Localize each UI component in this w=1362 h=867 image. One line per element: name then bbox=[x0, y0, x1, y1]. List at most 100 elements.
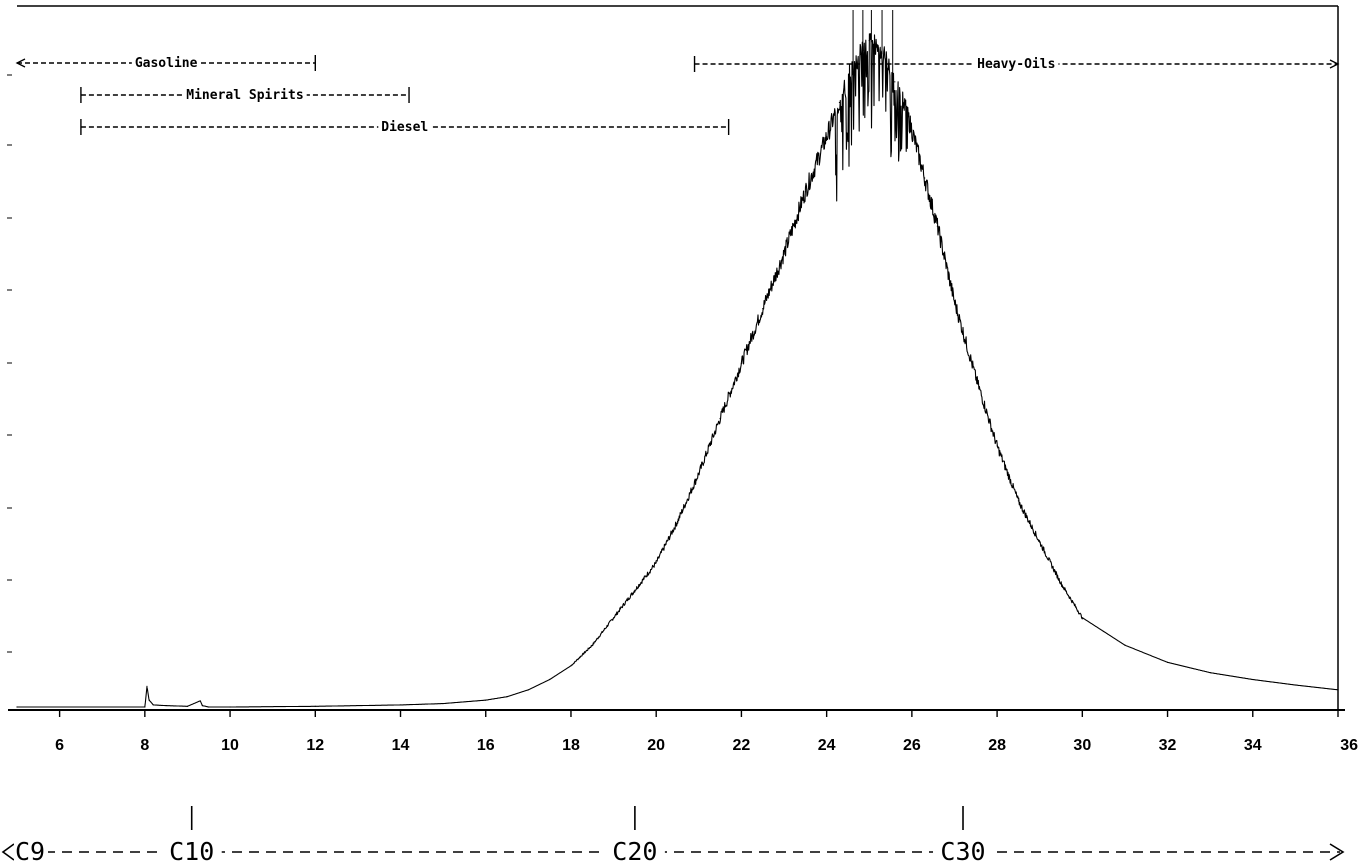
data-point bbox=[924, 177, 926, 179]
carbon-label: C9 bbox=[15, 837, 45, 866]
range-label: Heavy-Oils bbox=[977, 57, 1055, 72]
data-point bbox=[804, 191, 806, 193]
range-arrow-right bbox=[1329, 59, 1340, 69]
range-label: Diesel bbox=[381, 120, 428, 135]
data-point bbox=[911, 129, 913, 131]
data-point bbox=[953, 301, 956, 303]
data-point bbox=[442, 702, 444, 705]
range-label: Gasoline bbox=[135, 56, 198, 71]
data-point bbox=[634, 589, 636, 591]
x-tick-label: 26 bbox=[903, 737, 921, 754]
data-point bbox=[719, 417, 721, 420]
carbon-arrow-left bbox=[1, 843, 15, 861]
carbon-marker-c9: C9 bbox=[1, 836, 48, 866]
data-point bbox=[506, 696, 508, 698]
x-tick-label: 28 bbox=[988, 737, 1006, 754]
range-label-bg bbox=[183, 86, 307, 102]
x-tick-label: 6 bbox=[55, 737, 64, 754]
carbon-marker-c20: C20 bbox=[604, 806, 665, 866]
data-point bbox=[1252, 678, 1254, 681]
carbon-label: C10 bbox=[169, 837, 214, 866]
range-gasoline: Gasoline bbox=[15, 54, 316, 71]
x-tick-label: 16 bbox=[477, 737, 495, 754]
x-axis: 6 8 10 12 14 16 18 20 22 24 26 28 30 32 34 36 bbox=[55, 710, 1358, 754]
range-arrow-left bbox=[15, 58, 26, 68]
data-point bbox=[148, 699, 150, 701]
data-point bbox=[1124, 644, 1126, 646]
data-point bbox=[16, 706, 18, 708]
data-point bbox=[1209, 672, 1211, 674]
data-point bbox=[146, 685, 148, 687]
x-tick-label: 30 bbox=[1073, 737, 1091, 754]
data-point bbox=[996, 445, 998, 447]
range-heavy-oils: Heavy-Oils bbox=[693, 55, 1340, 72]
x-tick-label: 8 bbox=[140, 737, 149, 754]
data-point bbox=[527, 689, 529, 691]
carbon-marker-c10: C10 bbox=[161, 806, 222, 866]
x-tick-label: 18 bbox=[562, 737, 580, 754]
data-point bbox=[549, 678, 551, 681]
x-tick-label: 10 bbox=[221, 737, 239, 754]
data-point bbox=[877, 46, 879, 49]
data-point bbox=[485, 699, 487, 701]
x-tick-label: 34 bbox=[1244, 737, 1262, 754]
data-point bbox=[902, 101, 904, 104]
data-point bbox=[1039, 541, 1041, 543]
data-point bbox=[314, 705, 316, 707]
data-point bbox=[676, 520, 679, 523]
data-point bbox=[655, 562, 657, 564]
data-point bbox=[851, 67, 853, 69]
x-tick-label: 20 bbox=[647, 737, 665, 754]
data-point bbox=[165, 705, 167, 707]
data-point bbox=[885, 60, 887, 62]
data-point bbox=[229, 706, 231, 708]
range-label-bg bbox=[974, 55, 1059, 71]
data-point bbox=[860, 53, 862, 55]
carbon-label-bg bbox=[604, 836, 665, 864]
data-point bbox=[1060, 582, 1062, 584]
data-point bbox=[740, 362, 743, 365]
data-point bbox=[152, 704, 154, 706]
data-point bbox=[1294, 684, 1296, 686]
plot-frame bbox=[7, 5, 1345, 711]
data-point bbox=[186, 705, 189, 707]
series-lines bbox=[16, 10, 1339, 708]
data-point bbox=[894, 81, 896, 83]
x-tick-label: 22 bbox=[733, 737, 751, 754]
x-tick-label: 12 bbox=[306, 737, 324, 754]
data-point bbox=[783, 252, 785, 255]
range-mineral-spirits: Mineral Spirits bbox=[80, 86, 410, 103]
data-point bbox=[208, 706, 210, 708]
x-tick-label: 36 bbox=[1340, 737, 1358, 754]
data-point bbox=[1103, 630, 1105, 633]
data-point bbox=[399, 704, 402, 706]
data-point bbox=[201, 705, 203, 707]
data-point bbox=[591, 644, 593, 646]
x-tick-label: 32 bbox=[1159, 737, 1177, 754]
x-tick-label: 14 bbox=[392, 737, 410, 754]
data-point bbox=[868, 40, 870, 42]
data-point bbox=[612, 617, 615, 619]
range-annotations: Gasoline Mineral Spirits Diesel Heavy-Oils bbox=[15, 54, 1340, 135]
carbon-scale: C9 C10 C20 C30 bbox=[1, 806, 1345, 866]
series-line bbox=[16, 33, 1338, 708]
data-point bbox=[838, 101, 841, 104]
data-point bbox=[570, 665, 572, 667]
data-point bbox=[1337, 689, 1339, 691]
range-label-bg bbox=[131, 54, 201, 70]
carbon-label-bg bbox=[933, 836, 994, 864]
data-point bbox=[698, 472, 700, 475]
data-point bbox=[936, 225, 939, 227]
range-diesel: Diesel bbox=[80, 118, 730, 135]
carbon-label: C30 bbox=[940, 837, 985, 866]
x-tick-label: 24 bbox=[818, 737, 836, 754]
data-point bbox=[1166, 661, 1169, 663]
data-point bbox=[1081, 617, 1083, 619]
carbon-marker-c30: C30 bbox=[933, 806, 994, 866]
carbon-label: C20 bbox=[612, 837, 657, 866]
range-label: Mineral Spirits bbox=[186, 88, 303, 103]
carbon-label-bg bbox=[161, 836, 222, 864]
data-point bbox=[199, 700, 201, 702]
range-label-bg bbox=[378, 118, 432, 134]
data-point bbox=[762, 307, 764, 310]
